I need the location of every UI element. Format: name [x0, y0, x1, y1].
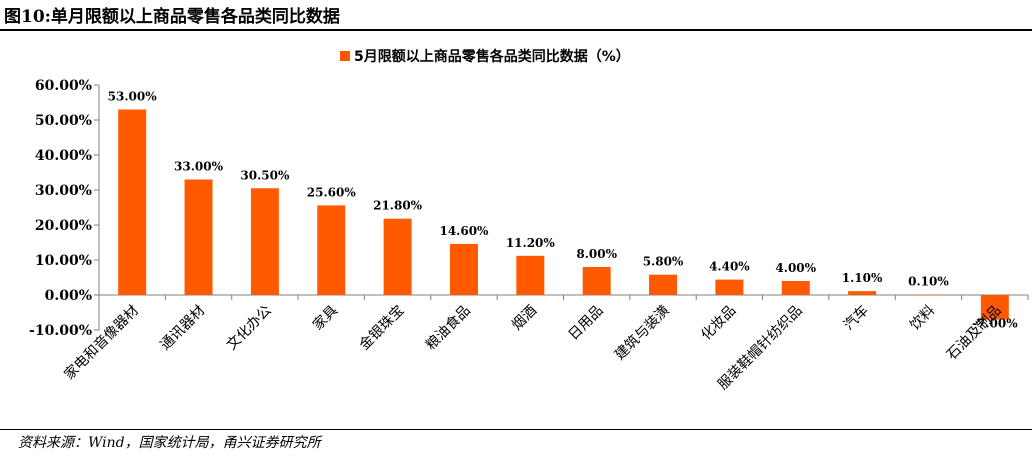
bar: [980, 295, 1009, 320]
data-label: 30.50%: [240, 168, 290, 182]
data-label: 4.00%: [775, 261, 816, 275]
data-label: 53.00%: [108, 90, 158, 104]
data-label: 1.10%: [842, 271, 883, 285]
bar: [715, 279, 744, 295]
y-tick-label: -10.00%: [29, 323, 92, 339]
category-label: 金银珠宝: [357, 303, 408, 354]
bar: [848, 291, 877, 295]
category-label: 建筑与装潢: [612, 303, 673, 364]
category-label: 化妆品: [698, 303, 739, 344]
category-label: 汽车: [840, 302, 872, 334]
category-labels: 家电和音像器材 通讯器材 文化办公 家具 金银珠宝 粮油食品 烟酒 日用品 建筑与装潢 化妆品服装…: [61, 302, 1005, 393]
y-tick-label: 60.00%: [35, 78, 92, 94]
category-label: 饮料: [907, 303, 938, 334]
x-axis: [98, 294, 1029, 300]
bar: [184, 179, 213, 295]
source-note: 资料来源：Wind，国家统计局，甬兴证券研究所: [18, 435, 321, 451]
category-label: 石油及制品: [944, 303, 1005, 364]
data-label: 21.80%: [373, 199, 423, 213]
data-label: 33.00%: [174, 160, 224, 174]
category-label: 粮油食品: [422, 302, 474, 354]
chart-legend: 5月限额以上商品零售各品类同比数据（%）: [340, 48, 630, 65]
bar: [118, 109, 147, 295]
y-tick-label: 10.00%: [35, 253, 92, 269]
data-label: 5.80%: [643, 255, 684, 269]
legend-label: 5月限额以上商品零售各品类同比数据（%）: [354, 48, 630, 65]
data-label: 14.60%: [439, 224, 489, 238]
category-label: 日用品: [565, 303, 606, 344]
bar: [449, 243, 478, 295]
y-tick-label: 50.00%: [35, 113, 92, 129]
category-label: 通讯器材: [157, 303, 208, 354]
bar: [582, 267, 611, 295]
y-axis: -10.00% 0.00% 10.00% 20.00% 30.00% 40.00% 50.0…: [29, 78, 100, 339]
bar: [649, 274, 678, 295]
data-label: 25.60%: [307, 185, 357, 199]
y-tick-label: 20.00%: [35, 218, 92, 234]
y-tick-label: 40.00%: [35, 148, 92, 164]
data-label: 11.20%: [506, 236, 556, 250]
bar: [383, 218, 412, 295]
y-tick-label: 0.00%: [45, 288, 92, 304]
data-label: 0.10%: [908, 275, 949, 289]
footer-rule: [0, 429, 1032, 430]
title-rule: [0, 29, 1032, 31]
bar-chart: 5月限额以上商品零售各品类同比数据（%） -10.00% 0.00% 10.00% 2…: [29, 48, 1029, 393]
data-label: 4.40%: [709, 260, 750, 274]
data-labels: 53.00% 33.00% 30.50% 25.60% 21.80% 14.60% 11.2…: [108, 90, 1019, 331]
legend-swatch: [340, 51, 350, 61]
category-label: 文化办公: [224, 303, 275, 354]
bar: [516, 255, 545, 295]
data-label: -7.00%: [972, 317, 1018, 331]
bar: [781, 281, 810, 295]
bar: [317, 205, 346, 295]
bar-series: [118, 109, 1009, 320]
y-tick-label: 30.00%: [35, 183, 92, 199]
figure-title: 图10:单月限额以上商品零售各品类同比数据: [4, 7, 340, 27]
category-label: 烟酒: [509, 303, 540, 334]
data-label: 8.00%: [576, 247, 617, 261]
category-label: 家电和音像器材: [61, 302, 142, 383]
bar: [250, 188, 279, 295]
category-label: 家具: [309, 302, 341, 334]
